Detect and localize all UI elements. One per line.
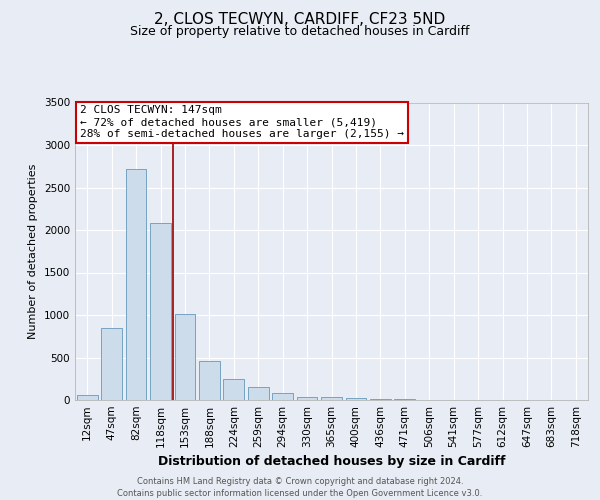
Bar [101, 328, 122, 400]
Bar [223, 379, 244, 400]
X-axis label: Distribution of detached houses by size in Cardiff: Distribution of detached houses by size … [158, 456, 505, 468]
Bar [77, 395, 98, 400]
Bar [150, 223, 171, 400]
Bar [125, 169, 146, 400]
Bar [346, 398, 367, 400]
Text: 2, CLOS TECWYN, CARDIFF, CF23 5ND: 2, CLOS TECWYN, CARDIFF, CF23 5ND [154, 12, 446, 28]
Text: Size of property relative to detached houses in Cardiff: Size of property relative to detached ho… [130, 25, 470, 38]
Bar [296, 396, 317, 400]
Bar [248, 387, 269, 400]
Bar [199, 361, 220, 400]
Bar [175, 314, 196, 400]
Text: Contains HM Land Registry data © Crown copyright and database right 2024.
Contai: Contains HM Land Registry data © Crown c… [118, 476, 482, 498]
Bar [321, 397, 342, 400]
Bar [370, 398, 391, 400]
Y-axis label: Number of detached properties: Number of detached properties [28, 164, 38, 339]
Bar [272, 393, 293, 400]
Text: 2 CLOS TECWYN: 147sqm
← 72% of detached houses are smaller (5,419)
28% of semi-d: 2 CLOS TECWYN: 147sqm ← 72% of detached … [80, 106, 404, 138]
